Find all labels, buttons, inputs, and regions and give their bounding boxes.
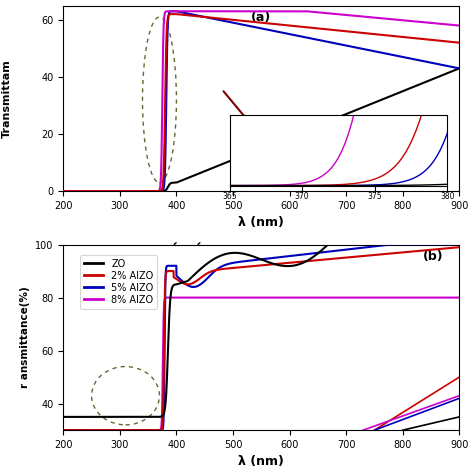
X-axis label: λ (nm): λ (nm) xyxy=(238,456,284,468)
Text: (a): (a) xyxy=(251,11,272,24)
Text: (b): (b) xyxy=(423,250,443,263)
Y-axis label: r ansmittance(%): r ansmittance(%) xyxy=(19,286,30,388)
Y-axis label: Transmittam: Transmittam xyxy=(2,59,12,138)
X-axis label: λ (nm): λ (nm) xyxy=(238,217,284,229)
Legend: ZO, 2% AIZO, 5% AIZO, 8% AIZO: ZO, 2% AIZO, 5% AIZO, 8% AIZO xyxy=(80,255,157,309)
